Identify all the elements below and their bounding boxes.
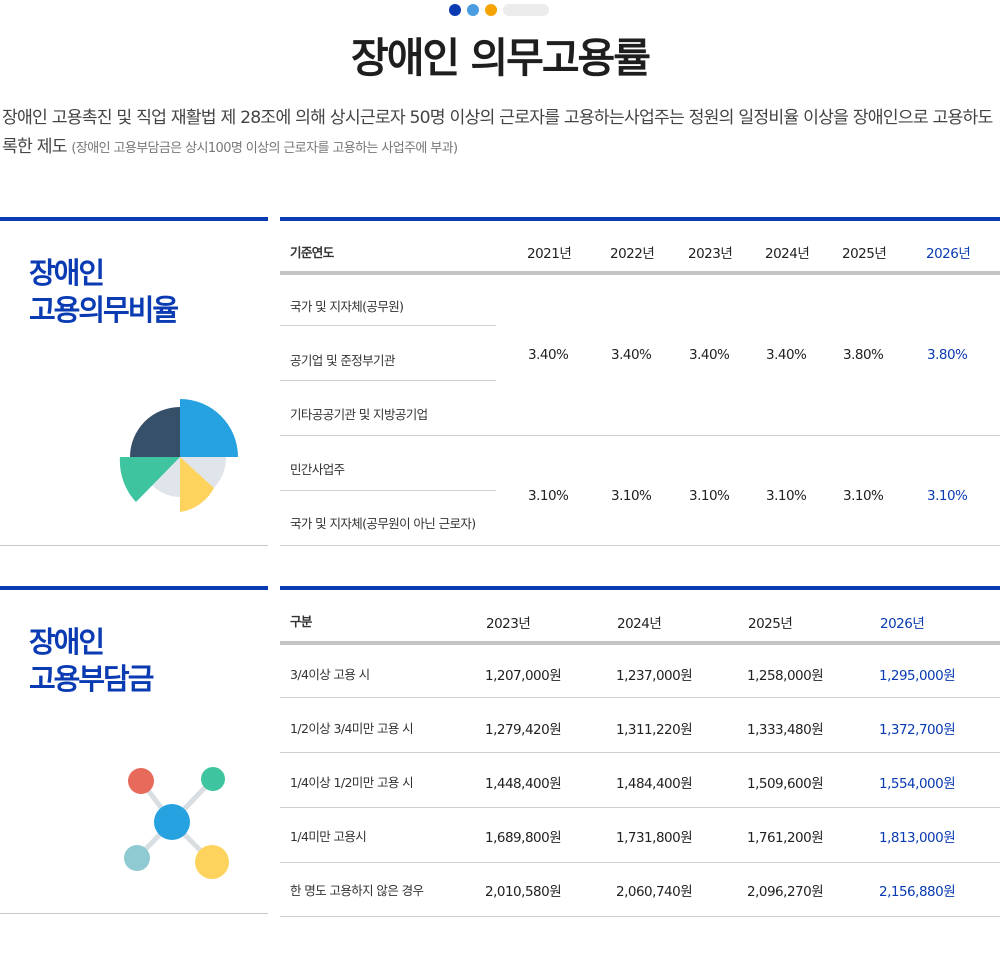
ratio-value: 3.10% <box>611 488 652 504</box>
ratio-value: 3.10% <box>766 488 807 504</box>
levy-value: 1,295,000원 <box>879 668 956 684</box>
levy-value: 1,258,000원 <box>747 668 824 684</box>
intro-paragraph: 장애인 고용촉진 및 직업 재활법 제 28조에 의해 상시근로자 50명 이상… <box>2 104 998 163</box>
ratio-value: 3.80% <box>843 347 884 363</box>
ratio-value: 3.10% <box>528 488 569 504</box>
indicator-pill <box>503 4 549 16</box>
ratio-value: 3.10% <box>843 488 884 504</box>
table-header-cell: 2021년 <box>527 246 572 262</box>
category-label: 기타공공기관 및 지방공기업 <box>290 407 428 422</box>
levy-value: 1,689,800원 <box>485 830 562 846</box>
row-label: 1/4미만 고용시 <box>290 829 367 844</box>
levy-value: 2,060,740원 <box>616 884 693 900</box>
section1-title: 장애인 고용의무비율 <box>29 256 179 327</box>
intro-text: 장애인 고용촉진 및 직업 재활법 제 28조에 의해 상시근로자 50명 이상… <box>2 108 993 157</box>
levy-value: 1,509,600원 <box>747 776 824 792</box>
table-header-cell: 2025년 <box>748 616 793 632</box>
levy-value: 1,279,420원 <box>485 722 562 738</box>
row-label: 1/4이상 1/2미만 고용 시 <box>290 775 414 790</box>
table-header-cell: 2026년 <box>926 246 971 262</box>
levy-value: 1,761,200원 <box>747 830 824 846</box>
ratio-value: 3.40% <box>528 347 569 363</box>
table-row: 3/4이상 고용 시 1,207,000원 1,237,000원 1,258,0… <box>280 645 1000 698</box>
ratio-value: 3.10% <box>927 488 968 504</box>
indicator-dot[interactable] <box>449 4 461 16</box>
category-label: 민간사업주 <box>290 462 345 477</box>
ratio-value: 3.40% <box>766 347 807 363</box>
row-label: 3/4이상 고용 시 <box>290 667 370 682</box>
employment-levy-table: 구분 2023년 2024년 2025년 2026년 3/4이상 고용 시 1,… <box>280 586 1000 917</box>
row-divider <box>280 697 1000 698</box>
table-header-cell: 2023년 <box>688 246 733 262</box>
levy-value: 2,156,880원 <box>879 884 956 900</box>
table-row: 1/4미만 고용시 1,689,800원 1,731,800원 1,761,20… <box>280 808 1000 863</box>
table-row: 한 명도 고용하지 않은 경우 2,010,580원 2,060,740원 2,… <box>280 863 1000 917</box>
table-header-cell: 구분 <box>290 614 312 629</box>
page-title: 장애인 의무고용률 <box>350 34 651 82</box>
levy-value: 1,372,700원 <box>879 722 956 738</box>
header-divider <box>280 271 1000 275</box>
table-header-cell: 2025년 <box>842 246 887 262</box>
ratio-value: 3.40% <box>689 347 730 363</box>
levy-value: 1,731,800원 <box>616 830 693 846</box>
row-label: 1/2이상 3/4미만 고용 시 <box>290 721 414 736</box>
levy-value: 1,554,000원 <box>879 776 956 792</box>
molecule-network-icon <box>124 767 229 879</box>
row-label: 한 명도 고용하지 않은 경우 <box>290 883 424 898</box>
row-divider <box>280 380 496 381</box>
table-header-cell: 2024년 <box>617 616 662 632</box>
category-label: 국가 및 지자체(공무원) <box>290 299 404 314</box>
table-bottom-border <box>280 545 1000 546</box>
table-row: 1/4이상 1/2미만 고용 시 1,448,400원 1,484,400원 1… <box>280 753 1000 808</box>
ratio-value: 3.10% <box>689 488 730 504</box>
row-divider <box>280 807 1000 808</box>
carousel-indicator <box>449 3 549 17</box>
table-row: 1/2이상 3/4미만 고용 시 1,279,420원 1,311,220원 1… <box>280 698 1000 753</box>
table-header-cell: 2023년 <box>486 616 531 632</box>
ratio-value: 3.40% <box>611 347 652 363</box>
table-header-cell: 2026년 <box>880 616 925 632</box>
levy-value: 2,096,270원 <box>747 884 824 900</box>
levy-value: 1,484,400원 <box>616 776 693 792</box>
ratio-value: 3.80% <box>927 347 968 363</box>
levy-value: 1,813,000원 <box>879 830 956 846</box>
intro-note: (장애인 고용부담금은 상시100명 이상의 근로자를 고용하는 사업주에 부과… <box>71 141 458 156</box>
employment-ratio-table: 기준연도 2021년 2022년 2023년 2024년 2025년 2026년… <box>280 217 1000 546</box>
section1-sidebar: 장애인 고용의무비율 <box>0 217 268 546</box>
levy-value: 1,237,000원 <box>616 668 693 684</box>
levy-value: 1,333,480원 <box>747 722 824 738</box>
table-header-cell: 2024년 <box>765 246 810 262</box>
table-bottom-border <box>280 916 1000 917</box>
header-divider <box>280 641 1000 645</box>
levy-value: 1,311,220원 <box>616 722 693 738</box>
levy-value: 1,207,000원 <box>485 668 562 684</box>
indicator-dot[interactable] <box>485 4 497 16</box>
table-header-cell: 2022년 <box>610 246 655 262</box>
pie-chart-icon <box>119 399 238 512</box>
group-divider <box>280 435 1000 436</box>
indicator-dot[interactable] <box>467 4 479 16</box>
row-divider <box>280 490 496 491</box>
row-divider <box>280 862 1000 863</box>
row-divider <box>280 325 496 326</box>
table-header-cell: 기준연도 <box>290 245 334 260</box>
category-label: 공기업 및 준정부기관 <box>290 353 395 368</box>
section2-sidebar: 장애인 고용부담금 <box>0 586 268 914</box>
category-label: 국가 및 지자체(공무원이 아닌 근로자) <box>290 516 476 531</box>
levy-value: 1,448,400원 <box>485 776 562 792</box>
section2-title: 장애인 고용부담금 <box>29 625 154 696</box>
row-divider <box>280 752 1000 753</box>
levy-value: 2,010,580원 <box>485 884 562 900</box>
